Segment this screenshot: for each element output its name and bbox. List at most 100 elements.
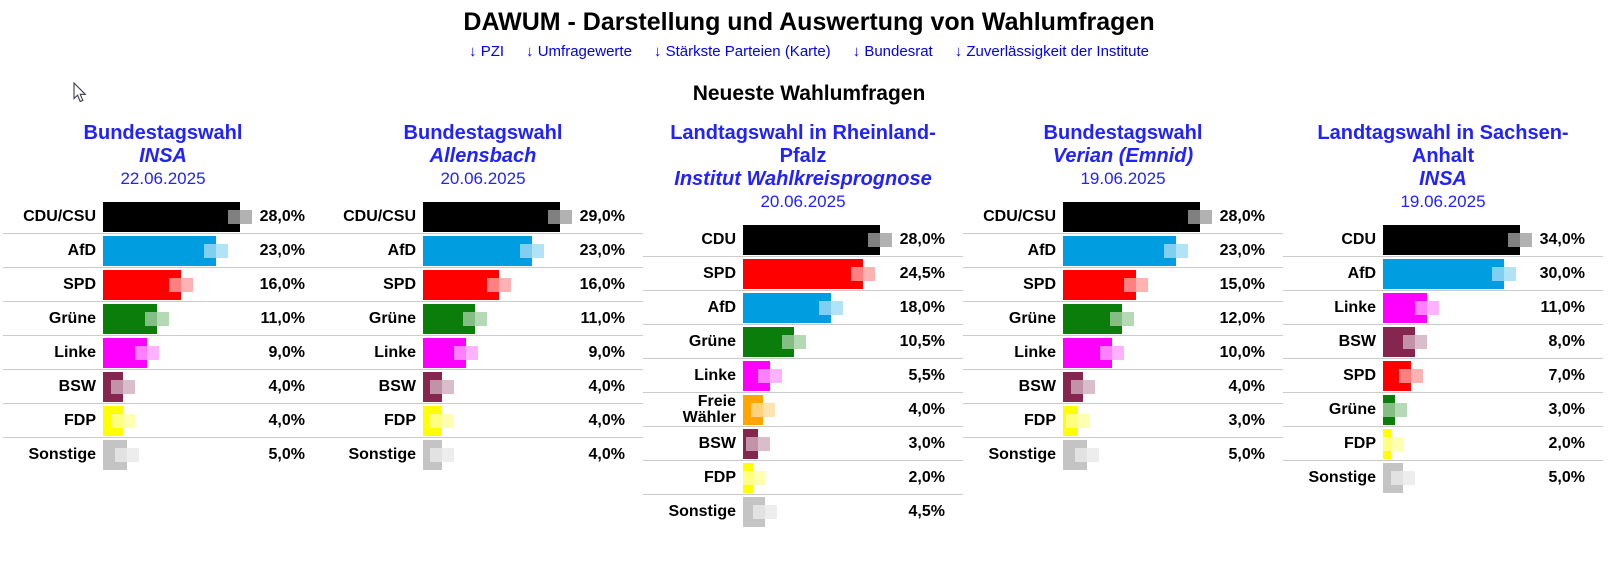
bar-marker-inner xyxy=(746,436,758,451)
value-label: 7,0% xyxy=(1548,366,1585,384)
bar-cell xyxy=(1383,394,1533,425)
bar-cell xyxy=(1063,269,1213,300)
nav-link-4[interactable]: ↓ Zuverlässigkeit der Institute xyxy=(954,43,1149,60)
bar-cell xyxy=(743,496,893,527)
nav-link-2[interactable]: ↓ Stärkste Parteien (Karte) xyxy=(653,43,831,60)
bar-cell xyxy=(1063,405,1213,436)
bar xyxy=(743,258,863,289)
party-label: Sonstige xyxy=(988,445,1056,463)
poll-row: BSW 4,0% xyxy=(323,369,643,403)
party-label: AfD xyxy=(1347,264,1376,282)
party-label: CDU xyxy=(701,230,736,248)
party-label: Grüne xyxy=(48,309,96,327)
value-label: 4,0% xyxy=(908,400,945,418)
bar xyxy=(1063,201,1200,232)
value-label: 3,0% xyxy=(1548,400,1585,418)
poll-chart: Landtagswahl in Rheinland-Pfalz Institut … xyxy=(643,122,963,528)
value-label: 11,0% xyxy=(580,309,625,327)
bar-cell xyxy=(1383,224,1533,255)
poll-row: FDP 2,0% xyxy=(643,460,963,494)
bar-marker-outer xyxy=(831,300,843,315)
poll-row: SPD 16,0% xyxy=(323,267,643,301)
poll-row: Linke 9,0% xyxy=(323,335,643,369)
bar xyxy=(1383,224,1520,255)
poll-row: CDU/CSU 28,0% xyxy=(963,200,1283,233)
bar-cell xyxy=(1383,258,1533,289)
poll-row: AfD 18,0% xyxy=(643,290,963,324)
bar xyxy=(1063,269,1136,300)
value-label: 9,0% xyxy=(268,343,305,361)
bar-marker-outer xyxy=(475,311,487,326)
bar xyxy=(103,303,157,334)
party-label: Linke xyxy=(1014,343,1056,361)
bar-marker-outer xyxy=(765,504,777,519)
bar-marker-inner xyxy=(1383,402,1395,417)
bar-marker-outer xyxy=(794,334,806,349)
value-label: 16,0% xyxy=(579,275,625,293)
value-label: 2,0% xyxy=(1548,434,1585,452)
poll-row: Grüne 12,0% xyxy=(963,301,1283,335)
poll-row: SPD 15,0% xyxy=(963,267,1283,301)
bar-marker-outer xyxy=(1112,345,1124,360)
poll-row: CDU/CSU 29,0% xyxy=(323,200,643,233)
bar-marker-inner xyxy=(145,311,157,326)
bar xyxy=(423,201,560,232)
value-label: 4,0% xyxy=(268,377,305,395)
poll-charts-container: Bundestagswahl INSA 22.06.2025 CDU/CSU 28,0%… xyxy=(0,122,1618,528)
value-label: 12,0% xyxy=(1219,309,1265,327)
bar xyxy=(103,439,127,470)
party-label: AfD xyxy=(707,298,736,316)
bar-marker-outer xyxy=(863,266,875,281)
bar-marker-outer xyxy=(181,277,193,292)
bar-marker-inner xyxy=(1188,209,1200,224)
nav-link-1[interactable]: ↓ Umfragewerte xyxy=(526,43,632,60)
bar-cell xyxy=(1383,462,1533,493)
bar xyxy=(743,394,763,425)
value-label: 2,0% xyxy=(908,468,945,486)
party-label: FDP xyxy=(384,411,416,429)
nav-link-3[interactable]: ↓ Bundesrat xyxy=(852,43,933,60)
value-label: 4,0% xyxy=(1228,377,1265,395)
bar xyxy=(423,337,466,368)
bar xyxy=(423,269,499,300)
bar-marker-inner xyxy=(1383,436,1391,451)
bar-cell xyxy=(743,224,893,255)
bar-marker-inner xyxy=(743,470,753,485)
party-label: FDP xyxy=(1024,411,1056,429)
poll-row: Freie Wähler 4,0% xyxy=(643,392,963,426)
party-label: Linke xyxy=(694,366,736,384)
bar-cell xyxy=(103,405,253,436)
bar-cell xyxy=(1063,439,1213,470)
bar-cell xyxy=(423,269,573,300)
bar-cell xyxy=(743,462,893,493)
bar-cell xyxy=(423,439,573,470)
bar xyxy=(103,201,240,232)
bar-marker-outer xyxy=(1395,402,1407,417)
value-label: 28,0% xyxy=(1219,207,1265,225)
party-label: Freie Wähler xyxy=(682,392,736,426)
party-label: CDU/CSU xyxy=(983,207,1056,225)
poll-row: FDP 3,0% xyxy=(963,403,1283,437)
party-label: CDU xyxy=(1341,230,1376,248)
nav-link-0[interactable]: ↓ PZI xyxy=(469,43,505,60)
poll-row: Linke 10,0% xyxy=(963,335,1283,369)
poll-row: BSW 8,0% xyxy=(1283,324,1603,358)
value-label: 5,0% xyxy=(268,445,305,463)
bar-cell xyxy=(1383,292,1533,323)
poll-row: SPD 24,5% xyxy=(643,256,963,290)
chart-date: 20.06.2025 xyxy=(440,169,526,188)
bar-marker-inner xyxy=(758,368,770,383)
bar-cell xyxy=(1383,326,1533,357)
party-label: Sonstige xyxy=(28,445,96,463)
bar-marker-outer xyxy=(1083,379,1095,394)
party-label: SPD xyxy=(1343,366,1376,384)
party-label: BSW xyxy=(698,434,736,452)
bar-cell xyxy=(103,337,253,368)
poll-row: AfD 23,0% xyxy=(3,233,323,267)
bar-cell xyxy=(1063,337,1213,368)
poll-row: SPD 16,0% xyxy=(3,267,323,301)
bar-cell xyxy=(743,394,893,425)
bar-marker-outer xyxy=(1411,368,1423,383)
poll-row: BSW 4,0% xyxy=(3,369,323,403)
bar-marker-inner xyxy=(1164,243,1176,258)
